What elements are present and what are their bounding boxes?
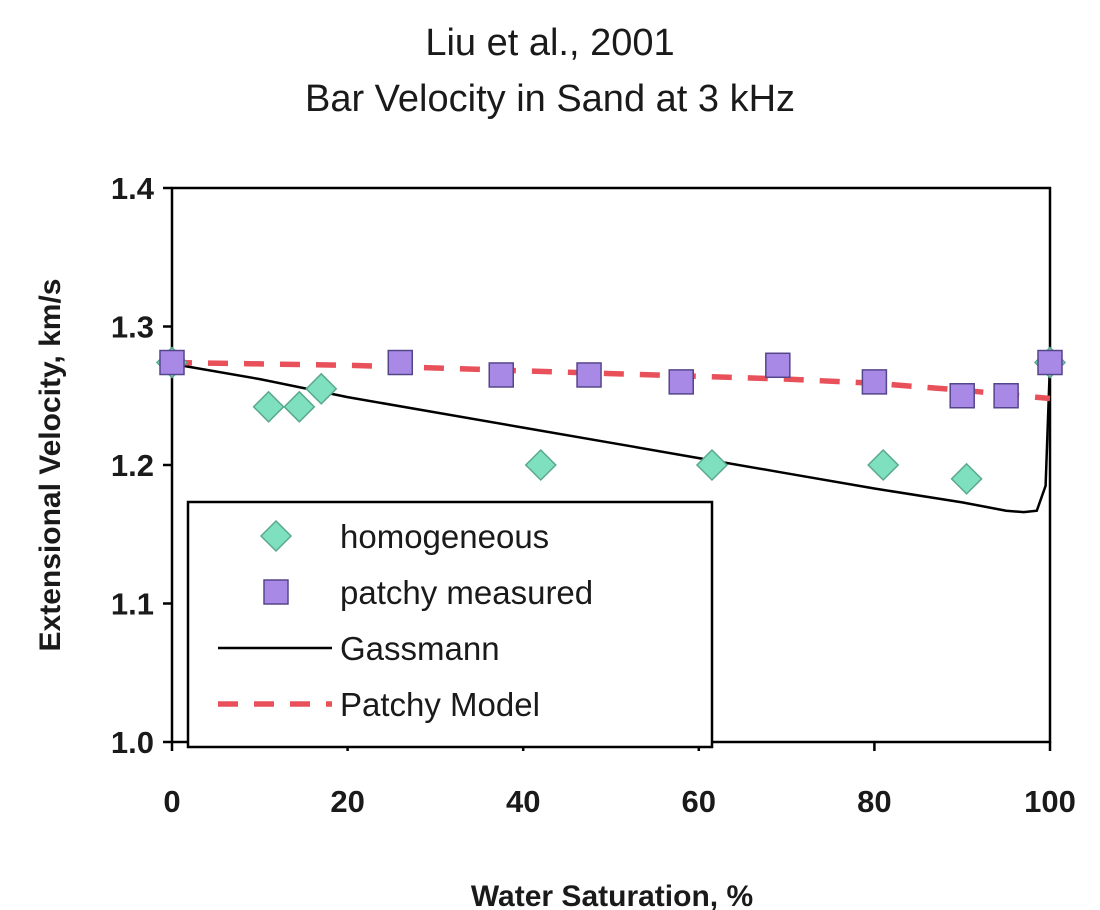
legend-label-homogeneous: homogeneous — [340, 518, 549, 555]
series-line-gassmann — [171, 362, 1052, 514]
data-point-patchy-measured — [1037, 349, 1063, 376]
data-point-patchy-measured — [993, 383, 1019, 409]
data-point-homogeneous — [252, 390, 285, 423]
data-point-homogeneous — [867, 448, 900, 482]
chart-subtitle: Bar Velocity in Sand at 3 kHz — [304, 78, 796, 120]
legend-swatch-patchy-measured — [263, 579, 289, 605]
y-tick-label: 1.4 — [111, 171, 155, 206]
data-point-homogeneous — [950, 462, 983, 495]
legend-label-patchy-measured: patchy measured — [340, 574, 593, 611]
series-markers — [155, 346, 1067, 495]
series-lines — [171, 359, 1052, 514]
chart-title: Liu et al., 2001 — [425, 22, 675, 64]
legend-label-patchy-model: Patchy Model — [340, 686, 540, 723]
legend: homogeneous patchy measured Gassmann Patchy… — [186, 500, 714, 749]
y-tick-label: 1.2 — [111, 448, 154, 483]
data-point-homogeneous — [524, 448, 557, 482]
x-tick-label: 40 — [506, 784, 540, 819]
x-tick-label: 60 — [682, 784, 716, 819]
data-point-homogeneous — [283, 390, 316, 423]
data-point-patchy-measured — [159, 349, 185, 376]
data-point-patchy-measured — [488, 362, 514, 388]
legend-label-gassmann: Gassmann — [340, 630, 500, 667]
data-point-patchy-measured — [861, 369, 888, 395]
data-point-patchy-measured — [387, 349, 414, 376]
x-tick-label: 20 — [330, 784, 364, 819]
y-tick-label: 1.3 — [111, 310, 154, 345]
y-axis-label: Extensional Velocity, km/s — [34, 279, 67, 652]
y-tick-label: 1.0 — [111, 725, 154, 760]
data-point-patchy-measured — [668, 369, 694, 395]
x-tick-label: 0 — [163, 784, 180, 819]
x-axis-label: Water Saturation, % — [471, 880, 753, 910]
data-point-homogeneous — [695, 448, 729, 482]
data-point-patchy-measured — [765, 352, 791, 379]
data-point-patchy-measured — [576, 362, 602, 388]
axes-group: 1.0 1.1 1.2 1.3 1.4 0 20 40 60 80 100 — [111, 171, 1076, 819]
legend-swatch-homogeneous — [259, 519, 293, 553]
x-tick-label: 80 — [857, 784, 891, 819]
data-point-homogeneous — [305, 372, 338, 405]
data-point-patchy-measured — [949, 383, 975, 409]
x-tick-label: 100 — [1024, 784, 1076, 819]
y-tick-label: 1.1 — [111, 587, 154, 622]
series-line-patchy-model — [171, 359, 1051, 402]
